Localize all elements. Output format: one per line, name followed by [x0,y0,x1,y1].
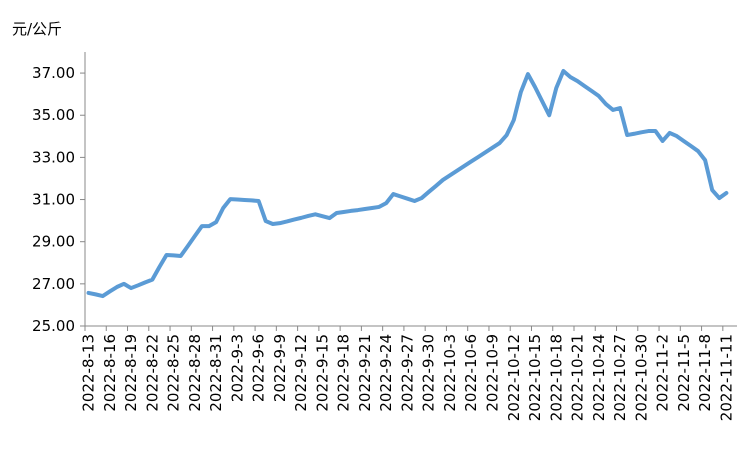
y-tick-label: 31.00 [32,191,75,209]
y-tick-label: 27.00 [32,275,75,293]
x-tick-label: 2022-9-3 [228,334,246,402]
x-tick-label: 2022-9-15 [313,334,331,412]
x-tick-label: 2022-9-24 [377,334,395,412]
x-tick-label: 2022-8-13 [80,334,98,412]
x-tick-label: 2022-9-21 [356,334,374,412]
x-tick-label: 2022-8-31 [207,334,225,412]
x-tick-label: 2022-10-15 [526,334,544,421]
x-tick-label: 2022-8-28 [186,334,204,412]
x-tick-label: 2022-9-6 [250,334,268,402]
x-tick-label: 2022-8-22 [143,334,161,412]
x-tick-label: 2022-8-19 [122,334,140,412]
x-tick-label: 2022-9-12 [292,334,310,412]
data-line [86,68,729,299]
x-tick-label: 2022-9-27 [398,334,416,412]
x-tick-label: 2022-9-30 [420,334,438,412]
x-tick-label: 2022-11-2 [654,334,672,412]
y-tick-label: 33.00 [32,148,75,166]
x-tick-label: 2022-8-16 [101,334,119,412]
x-tick-label: 2022-10-9 [484,334,502,412]
x-tick-label: 2022-9-9 [271,334,289,402]
x-tick-label: 2022-10-30 [632,334,650,421]
y-tick-label: 37.00 [32,64,75,82]
x-tick-label: 2022-11-8 [696,334,714,412]
y-axis-unit: 元/公斤 [12,20,62,38]
x-tick-label: 2022-10-27 [611,334,629,421]
x-tick-label: 2022-10-3 [441,334,459,412]
y-tick-label: 35.00 [32,106,75,124]
x-tick-label: 2022-10-24 [590,334,608,421]
x-tick-label: 2022-9-18 [335,334,353,412]
x-tick-label: 2022-10-12 [505,334,523,421]
x-tick-label: 2022-10-18 [547,334,565,421]
x-tick-label: 2022-8-25 [165,334,183,412]
y-tick-label: 29.00 [32,233,75,251]
x-tick-label: 2022-10-6 [462,334,480,412]
y-tick-label: 25.00 [32,317,75,335]
x-tick-label: 2022-10-21 [569,334,587,421]
x-tick-label: 2022-11-11 [717,334,735,421]
x-tick-label: 2022-11-5 [675,334,693,412]
